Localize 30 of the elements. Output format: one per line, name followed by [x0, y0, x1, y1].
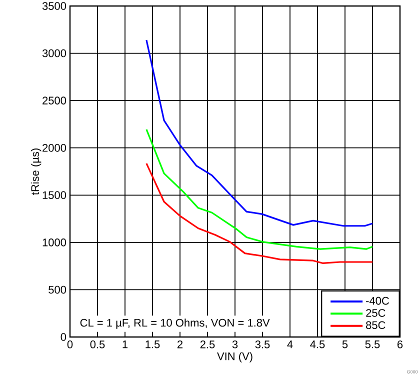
x-tick-label: 4	[287, 340, 293, 348]
x-tick-label: 2	[177, 340, 183, 348]
annotation: CL = 1 µF, RL = 10 Ohms, VON = 1.8V	[80, 318, 270, 329]
y-tick-label: 1000	[42, 238, 66, 246]
x-tick-label: 0.5	[90, 340, 105, 348]
x-tick-label: 1.5	[146, 340, 160, 348]
y-tick-label: 2000	[42, 144, 66, 152]
x-axis-title: VIN (V)	[217, 352, 252, 362]
y-axis-title: tRise (µs)	[30, 148, 42, 195]
x-tick-label: 2.5	[200, 340, 215, 348]
y-tick-label: 3500	[42, 2, 66, 10]
y-tick-label: 2500	[42, 96, 66, 104]
x-tick-label: 3	[232, 340, 238, 348]
y-tick-label: 3000	[42, 49, 66, 58]
x-tick-label: 0	[67, 340, 73, 348]
legend-label: 85C	[366, 321, 386, 330]
x-tick-label: 5	[342, 340, 348, 348]
x-tick-label: 1	[122, 340, 128, 348]
line-series	[146, 128, 374, 250]
line-series	[146, 162, 374, 264]
legend-label: -40C	[366, 296, 389, 305]
x-tick-label: 3.5	[255, 340, 270, 348]
line-series	[146, 39, 374, 227]
x-tick-label: 4.5	[310, 340, 325, 348]
x-tick-label: 5.5	[365, 340, 380, 348]
x-tick-label: 6	[398, 340, 403, 348]
y-tick-label: 0	[60, 333, 66, 341]
y-tick-label: 1500	[42, 191, 66, 200]
y-tick-label: 500	[48, 286, 66, 294]
legend-label: 25C	[366, 309, 386, 317]
